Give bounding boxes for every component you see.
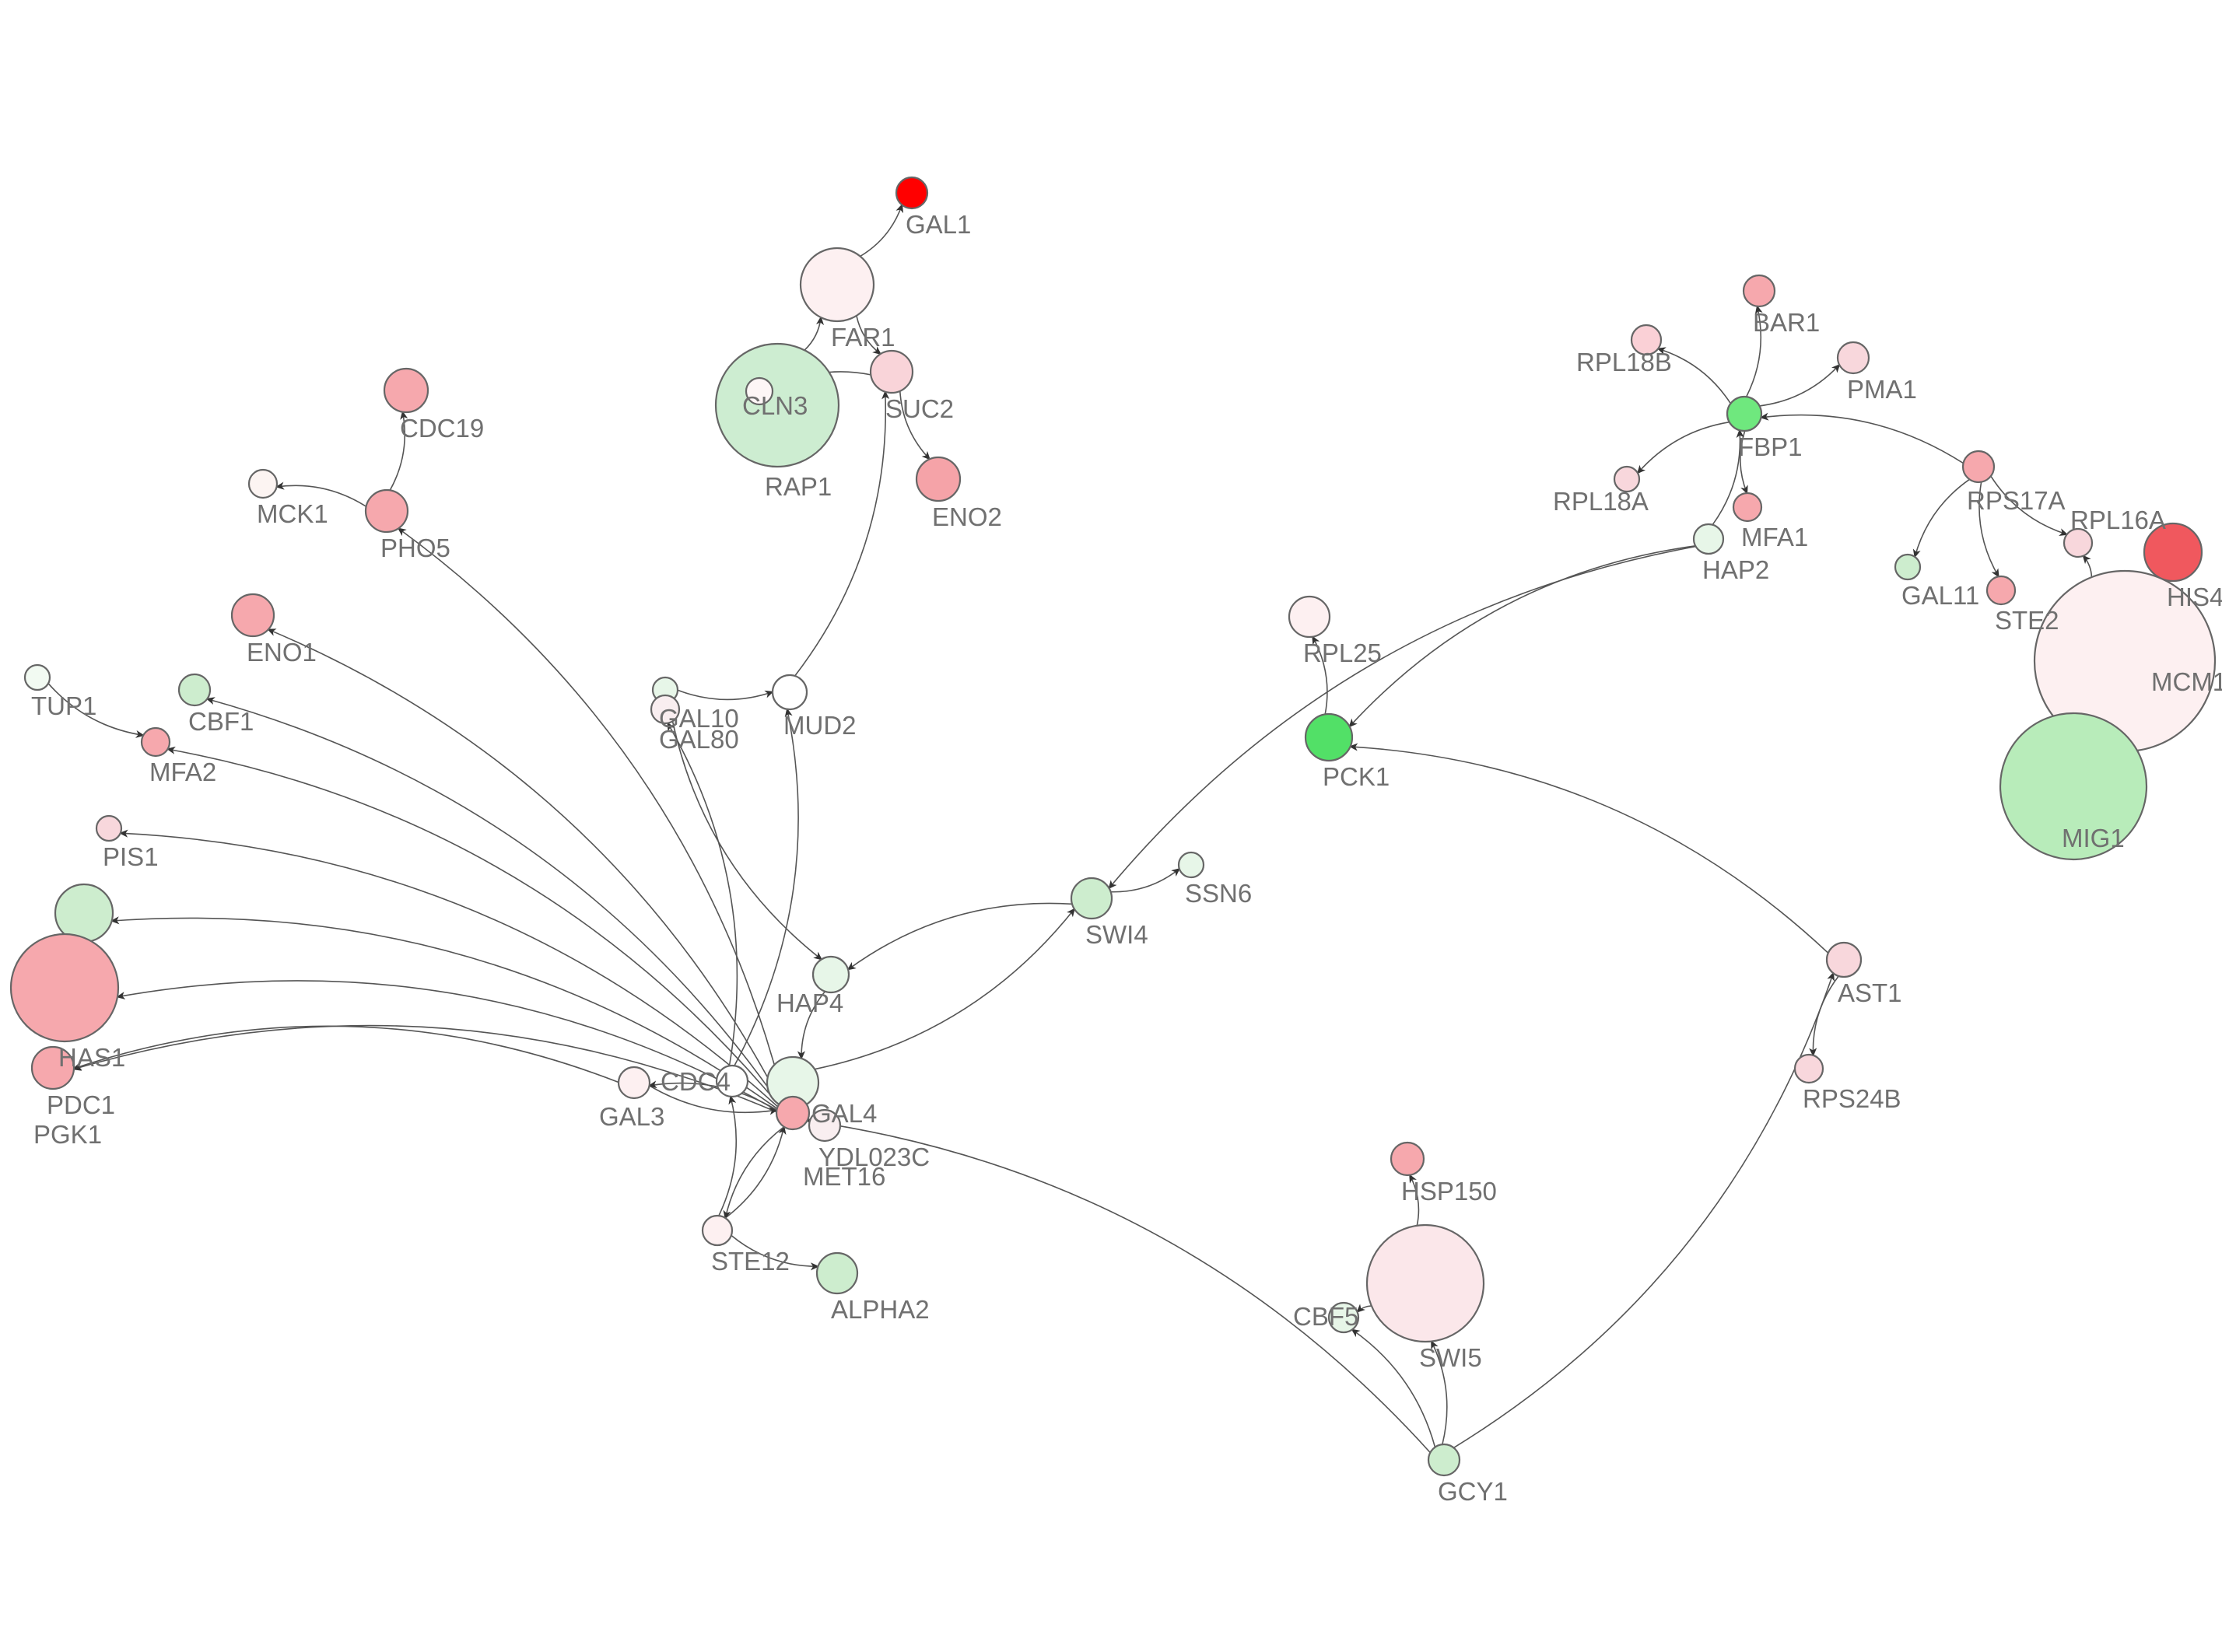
svg-text:HIS4: HIS4: [2167, 583, 2222, 611]
svg-text:GAL80: GAL80: [659, 725, 739, 754]
svg-text:PCK1: PCK1: [1323, 762, 1390, 791]
svg-text:RPS24B: RPS24B: [1803, 1084, 1901, 1113]
svg-text:ENO1: ENO1: [247, 638, 317, 667]
svg-text:CDC4: CDC4: [661, 1067, 731, 1096]
svg-text:MFA2: MFA2: [149, 758, 216, 786]
svg-text:GAL4: GAL4: [811, 1099, 877, 1128]
svg-text:RPL18A: RPL18A: [1553, 487, 1649, 516]
svg-text:PDC1: PDC1: [47, 1090, 115, 1119]
svg-text:MCM1: MCM1: [2151, 667, 2222, 696]
svg-text:SWI5: SWI5: [1419, 1343, 1482, 1372]
svg-text:RPS17A: RPS17A: [1967, 486, 2066, 515]
svg-text:CBF1: CBF1: [188, 707, 254, 736]
svg-text:STE2: STE2: [1995, 606, 2059, 635]
svg-text:HAP4: HAP4: [776, 989, 843, 1017]
svg-text:PMA1: PMA1: [1847, 375, 1917, 404]
svg-text:RPL25: RPL25: [1303, 639, 1382, 667]
svg-text:MET16: MET16: [803, 1162, 885, 1191]
svg-text:TUP1: TUP1: [31, 691, 96, 720]
svg-text:RPL16A: RPL16A: [2070, 506, 2166, 534]
svg-text:GAL3: GAL3: [599, 1102, 664, 1131]
svg-text:HAS1: HAS1: [58, 1043, 125, 1072]
svg-text:PHO5: PHO5: [380, 534, 450, 562]
svg-text:MUD2: MUD2: [783, 711, 857, 740]
svg-text:HAP2: HAP2: [1702, 555, 1769, 584]
svg-text:GCY1: GCY1: [1438, 1477, 1508, 1506]
svg-text:SUC2: SUC2: [885, 394, 954, 423]
svg-text:STE12: STE12: [711, 1247, 790, 1276]
svg-text:SWI4: SWI4: [1085, 920, 1148, 949]
svg-text:HSP150: HSP150: [1401, 1177, 1497, 1206]
svg-text:PGK1: PGK1: [33, 1120, 102, 1149]
svg-text:FAR1: FAR1: [831, 323, 895, 352]
svg-text:ALPHA2: ALPHA2: [831, 1295, 930, 1324]
svg-text:BAR1: BAR1: [1753, 308, 1820, 337]
svg-text:GAL11: GAL11: [1901, 581, 1979, 610]
svg-text:MIG1: MIG1: [2062, 824, 2125, 852]
svg-text:MFA1: MFA1: [1741, 523, 1808, 551]
svg-text:RAP1: RAP1: [765, 472, 832, 501]
svg-text:FBP1: FBP1: [1738, 432, 1803, 461]
svg-text:CLN3: CLN3: [742, 391, 808, 420]
svg-text:AST1: AST1: [1838, 978, 1902, 1007]
svg-text:RPL18B: RPL18B: [1576, 348, 1672, 376]
svg-text:ENO2: ENO2: [932, 502, 1002, 531]
svg-text:CDC19: CDC19: [400, 414, 484, 443]
svg-text:MCK1: MCK1: [257, 499, 328, 528]
svg-text:GAL1: GAL1: [906, 210, 971, 239]
svg-text:CBF5: CBF5: [1293, 1302, 1358, 1331]
svg-text:SSN6: SSN6: [1185, 879, 1252, 908]
svg-text:PIS1: PIS1: [103, 842, 159, 871]
